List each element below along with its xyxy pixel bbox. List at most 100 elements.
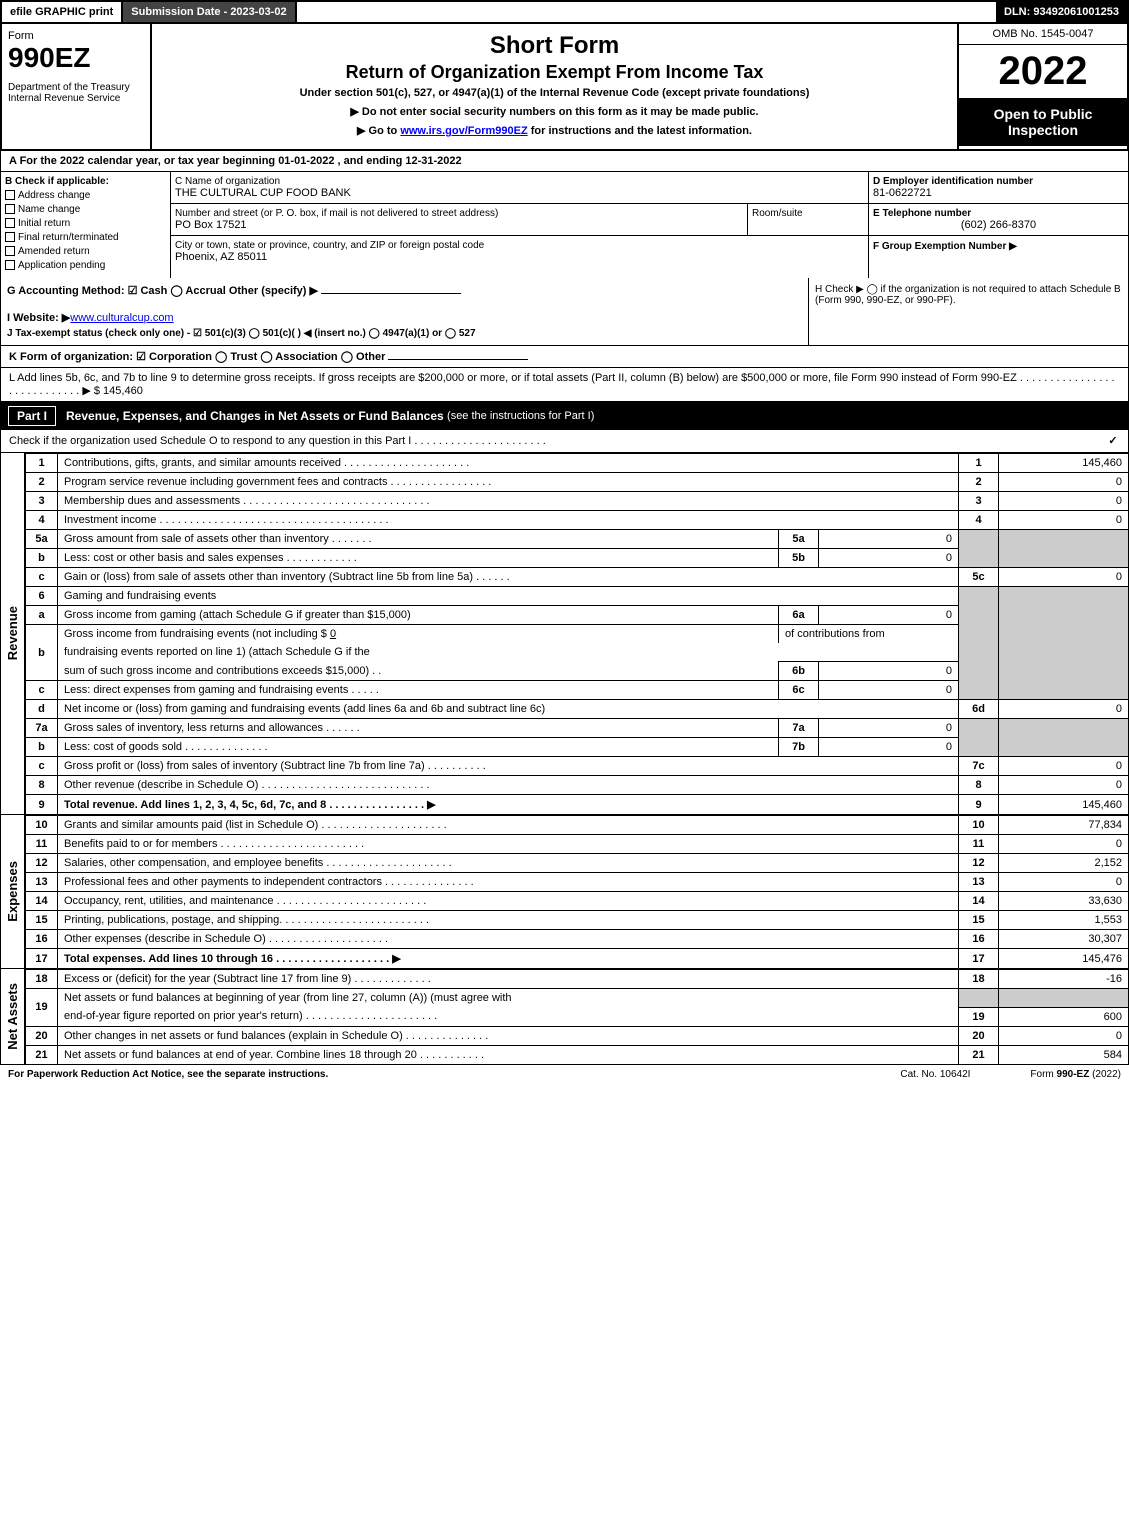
part1-note: (see the instructions for Part I)	[447, 410, 594, 422]
chk-address-change[interactable]: Address change	[5, 190, 166, 201]
irs-link[interactable]: www.irs.gov/Form990EZ	[400, 125, 527, 137]
efile-print-label[interactable]: efile GRAPHIC print	[2, 2, 123, 22]
form-number: 990EZ	[8, 42, 144, 74]
room-box: Room/suite	[748, 204, 868, 236]
section-h: H Check ▶ ◯ if the organization is not r…	[808, 278, 1128, 345]
ein-box: D Employer identification number 81-0622…	[869, 172, 1128, 204]
line-7a: 7aGross sales of inventory, less returns…	[26, 719, 1129, 738]
dln-number: DLN: 93492061001253	[996, 2, 1127, 22]
revenue-table: 1Contributions, gifts, grants, and simil…	[25, 453, 1129, 815]
part1-title: Revenue, Expenses, and Changes in Net As…	[66, 409, 444, 423]
line-6d: dNet income or (loss) from gaming and fu…	[26, 700, 1129, 719]
net-assets-table: 18Excess or (deficit) for the year (Subt…	[25, 969, 1129, 1065]
expenses-section: Expenses 10Grants and similar amounts pa…	[0, 815, 1129, 969]
line-6: 6Gaming and fundraising events	[26, 587, 1129, 606]
net-assets-label: Net Assets	[1, 969, 25, 1065]
part1-header: Part I Revenue, Expenses, and Changes in…	[0, 402, 1129, 430]
note-ssn: ▶ Do not enter social security numbers o…	[158, 105, 951, 118]
website-link[interactable]: www.culturalcup.com	[70, 312, 173, 324]
line-14: 14Occupancy, rent, utilities, and mainte…	[26, 892, 1129, 911]
footer-form-ref: Form 990-EZ (2022)	[1030, 1069, 1121, 1080]
form-header: Form 990EZ Department of the Treasury In…	[0, 24, 1129, 151]
footer-cat-no: Cat. No. 10642I	[900, 1069, 970, 1080]
row-l-gross-receipts: L Add lines 5b, 6c, and 7b to line 9 to …	[0, 368, 1129, 402]
submission-date: Submission Date - 2023-03-02	[123, 2, 296, 22]
top-bar: efile GRAPHIC print Submission Date - 20…	[0, 0, 1129, 24]
footer-paperwork: For Paperwork Reduction Act Notice, see …	[8, 1069, 328, 1080]
header-middle: Short Form Return of Organization Exempt…	[152, 24, 957, 149]
line-19-1: 19Net assets or fund balances at beginni…	[26, 989, 1129, 1008]
subtitle: Under section 501(c), 527, or 4947(a)(1)…	[158, 87, 951, 99]
header-left: Form 990EZ Department of the Treasury In…	[2, 24, 152, 149]
phone-box: E Telephone number (602) 266-8370	[869, 204, 1128, 236]
street-value: PO Box 17521	[175, 219, 743, 231]
street-box: Number and street (or P. O. box, if mail…	[171, 204, 748, 236]
col-b-title: B Check if applicable:	[5, 176, 166, 187]
line-21: 21Net assets or fund balances at end of …	[26, 1045, 1129, 1064]
revenue-section: Revenue 1Contributions, gifts, grants, a…	[0, 453, 1129, 815]
chk-application-pending[interactable]: Application pending	[5, 260, 166, 271]
open-to-public: Open to Public Inspection	[959, 98, 1127, 146]
row-k-form-of-org: K Form of organization: ☑ Corporation ◯ …	[0, 346, 1129, 368]
schedule-o-checkbox[interactable]: ✓	[1106, 434, 1120, 448]
net-assets-section: Net Assets 18Excess or (deficit) for the…	[0, 969, 1129, 1065]
revenue-label: Revenue	[1, 453, 25, 815]
chk-initial-return[interactable]: Initial return	[5, 218, 166, 229]
line-9: 9Total revenue. Add lines 1, 2, 3, 4, 5c…	[26, 795, 1129, 815]
line-16: 16Other expenses (describe in Schedule O…	[26, 930, 1129, 949]
line-17: 17Total expenses. Add lines 10 through 1…	[26, 949, 1129, 969]
line-2: 2Program service revenue including gover…	[26, 473, 1129, 492]
line-12: 12Salaries, other compensation, and empl…	[26, 854, 1129, 873]
room-label: Room/suite	[752, 208, 864, 219]
line-15: 15Printing, publications, postage, and s…	[26, 911, 1129, 930]
phone-value: (602) 266-8370	[873, 219, 1124, 231]
info-grid: B Check if applicable: Address change Na…	[0, 172, 1129, 278]
street-label: Number and street (or P. O. box, if mail…	[175, 208, 743, 219]
city-box: City or town, state or province, country…	[171, 236, 868, 267]
ein-value: 81-0622721	[873, 187, 1124, 199]
line-13: 13Professional fees and other payments t…	[26, 873, 1129, 892]
note-goto: ▶ Go to www.irs.gov/Form990EZ for instru…	[158, 124, 951, 137]
gross-receipts-amount: 145,460	[103, 385, 143, 397]
accounting-method: G Accounting Method: ☑ Cash ◯ Accrual Ot…	[7, 284, 802, 297]
col-de: D Employer identification number 81-0622…	[868, 172, 1128, 278]
header-right: OMB No. 1545-0047 2022 Open to Public In…	[957, 24, 1127, 149]
line-1: 1Contributions, gifts, grants, and simil…	[26, 454, 1129, 473]
note-goto-post: for instructions and the latest informat…	[528, 125, 752, 137]
org-name: THE CULTURAL CUP FOOD BANK	[175, 187, 864, 199]
form-word: Form	[8, 30, 144, 42]
city-value: Phoenix, AZ 85011	[175, 251, 864, 263]
part1-label: Part I	[8, 406, 56, 426]
chk-amended-return[interactable]: Amended return	[5, 246, 166, 257]
department-label: Department of the Treasury Internal Reve…	[8, 82, 144, 104]
col-b-checkboxes: B Check if applicable: Address change Na…	[1, 172, 171, 278]
expenses-table: 10Grants and similar amounts paid (list …	[25, 815, 1129, 969]
city-label: City or town, state or province, country…	[175, 240, 864, 251]
title-short-form: Short Form	[158, 32, 951, 60]
part1-schedule-o-check: Check if the organization used Schedule …	[0, 430, 1129, 453]
line-7c: cGross profit or (loss) from sales of in…	[26, 757, 1129, 776]
group-exemption-label: F Group Exemption Number ▶	[873, 241, 1017, 252]
chk-name-change[interactable]: Name change	[5, 204, 166, 215]
website-row: I Website: ▶www.culturalcup.com	[7, 311, 802, 324]
col-c-org-info: C Name of organization THE CULTURAL CUP …	[171, 172, 868, 278]
line-5c: cGain or (loss) from sale of assets othe…	[26, 568, 1129, 587]
ein-label: D Employer identification number	[873, 176, 1124, 187]
line-20: 20Other changes in net assets or fund ba…	[26, 1026, 1129, 1045]
expenses-label: Expenses	[1, 815, 25, 969]
section-g: G Accounting Method: ☑ Cash ◯ Accrual Ot…	[1, 278, 808, 345]
line-19-2: end-of-year figure reported on prior yea…	[26, 1007, 1129, 1026]
chk-final-return[interactable]: Final return/terminated	[5, 232, 166, 243]
line-18: 18Excess or (deficit) for the year (Subt…	[26, 970, 1129, 989]
page-footer: For Paperwork Reduction Act Notice, see …	[0, 1065, 1129, 1084]
tax-year: 2022	[959, 45, 1127, 98]
group-exemption-box: F Group Exemption Number ▶	[869, 236, 1128, 256]
org-name-label: C Name of organization	[175, 176, 864, 187]
omb-number: OMB No. 1545-0047	[959, 24, 1127, 45]
tax-exempt-status: J Tax-exempt status (check only one) - ☑…	[7, 328, 802, 339]
line-10: 10Grants and similar amounts paid (list …	[26, 816, 1129, 835]
line-4: 4Investment income . . . . . . . . . . .…	[26, 511, 1129, 530]
title-return: Return of Organization Exempt From Incom…	[158, 62, 951, 83]
phone-label: E Telephone number	[873, 208, 1124, 219]
line-8: 8Other revenue (describe in Schedule O) …	[26, 776, 1129, 795]
